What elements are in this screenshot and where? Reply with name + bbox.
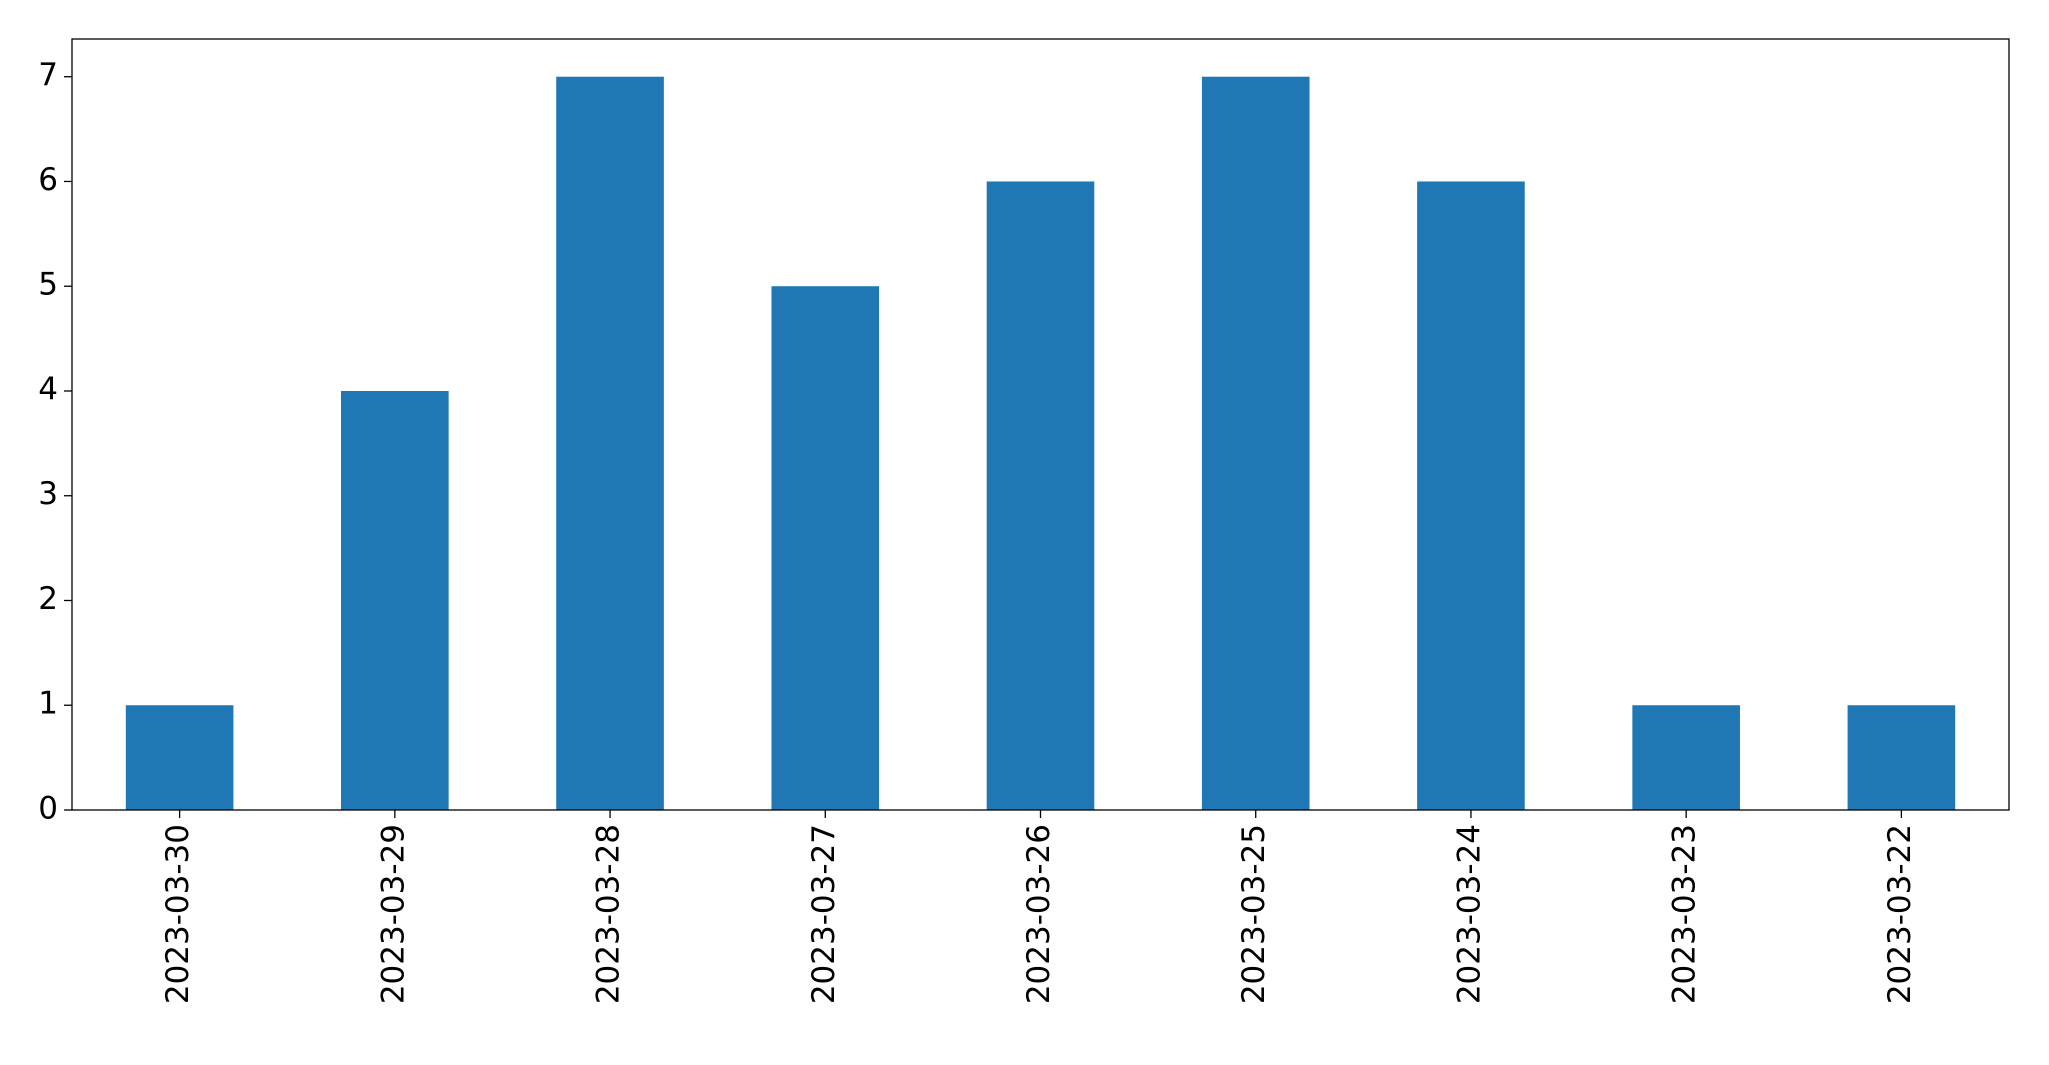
y-tick-label: 3 bbox=[38, 476, 58, 512]
x-tick-label: 2023-03-27 bbox=[806, 824, 842, 1004]
bar bbox=[1632, 705, 1740, 810]
bar bbox=[1201, 76, 1310, 810]
bar bbox=[125, 705, 234, 810]
bar bbox=[1847, 705, 1956, 810]
x-tick-label: 2023-03-29 bbox=[375, 824, 411, 1004]
y-tick-label: 2 bbox=[38, 581, 58, 617]
y-tick-label: 1 bbox=[38, 686, 58, 722]
y-tick-label: 5 bbox=[38, 267, 58, 303]
x-tick-label: 2023-03-25 bbox=[1236, 824, 1272, 1004]
bar bbox=[771, 286, 880, 810]
bar bbox=[556, 76, 664, 810]
y-tick-label: 6 bbox=[38, 162, 58, 198]
y-tick-label: 7 bbox=[38, 57, 58, 93]
y-tick-label: 0 bbox=[38, 791, 58, 827]
plot-frame bbox=[71, 38, 2010, 811]
x-tick-label: 2023-03-22 bbox=[1882, 824, 1918, 1004]
x-tick-label: 2023-03-23 bbox=[1667, 824, 1703, 1004]
x-tick-label: 2023-03-26 bbox=[1021, 824, 1057, 1004]
x-tick-label: 2023-03-28 bbox=[591, 824, 627, 1004]
bar bbox=[341, 390, 449, 810]
bar bbox=[1417, 181, 1525, 810]
x-tick-label: 2023-03-24 bbox=[1451, 824, 1487, 1004]
bar bbox=[986, 181, 1095, 810]
x-tick-label: 2023-03-30 bbox=[160, 824, 196, 1004]
y-tick-label: 4 bbox=[38, 371, 58, 407]
